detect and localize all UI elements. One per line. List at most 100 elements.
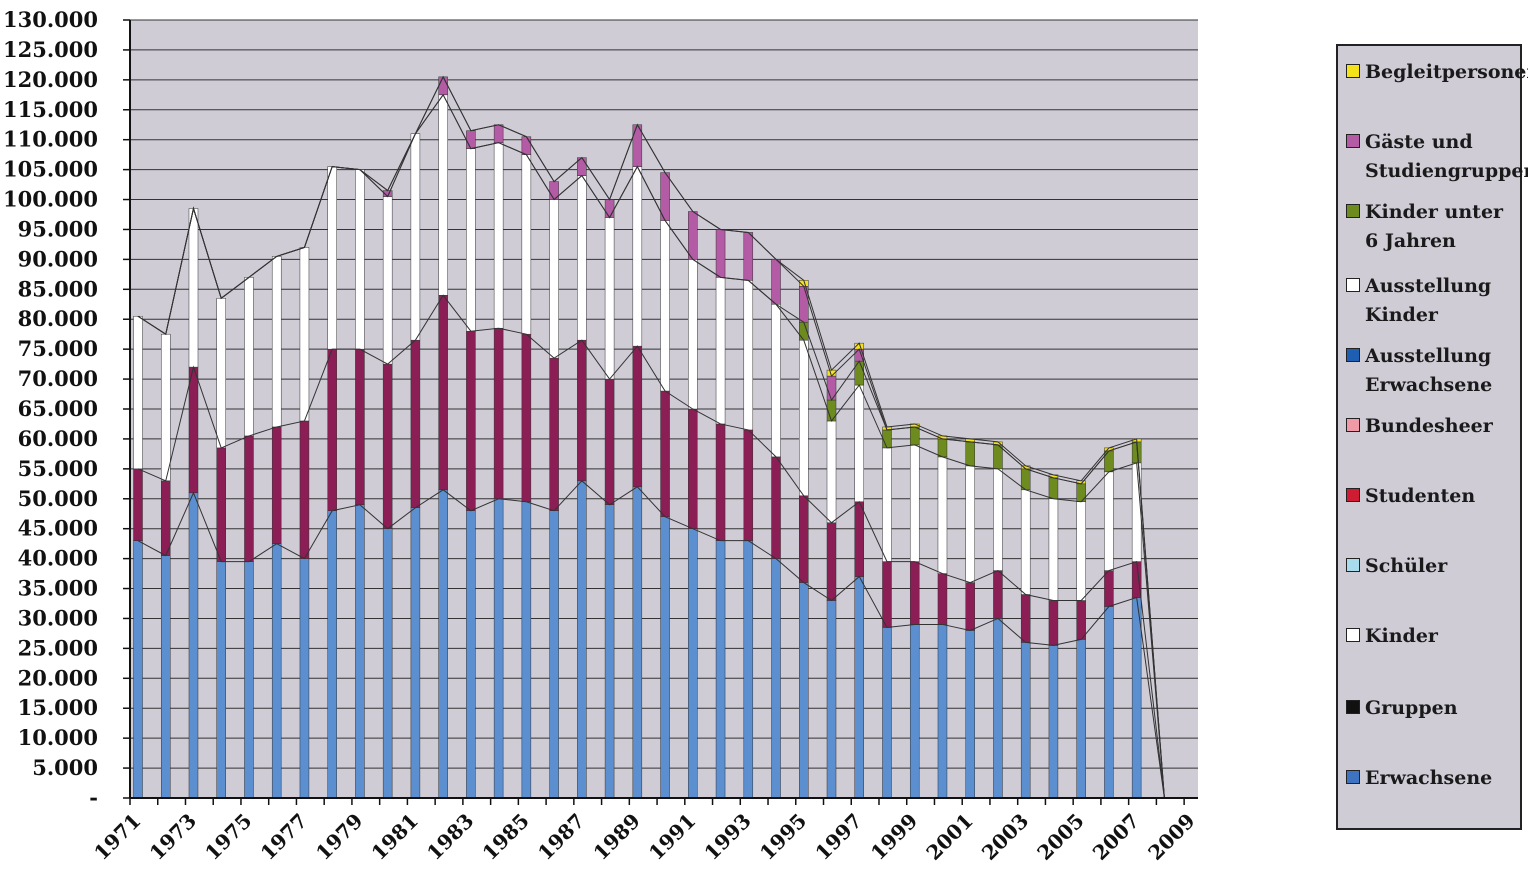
y-tick-label: 50.000 bbox=[18, 486, 98, 511]
bar-segment-ausstellung-kinder bbox=[133, 315, 143, 470]
x-tick-label: 1973 bbox=[145, 809, 201, 865]
y-tick-label: 65.000 bbox=[18, 396, 98, 421]
bar-segment-ausstellung-erwachsene bbox=[965, 582, 975, 631]
bar-segment-ausstellung-erwachsene bbox=[355, 348, 365, 506]
bar-segment-ausstellung-erwachsene bbox=[493, 327, 504, 500]
bar-segment-ausstellung-kinder bbox=[188, 208, 199, 368]
bar-segment-erwachsene bbox=[799, 582, 809, 799]
bar-segment-ausstellung-kinder bbox=[799, 339, 809, 497]
x-tick-label: 1995 bbox=[755, 809, 811, 865]
bar-segment-ausstellung-kinder bbox=[549, 199, 559, 359]
y-tick-label: 115.000 bbox=[3, 97, 98, 122]
bar-segment-ausstellung-erwachsene bbox=[466, 330, 476, 511]
bar-segment-ausstellung-kinder bbox=[244, 277, 254, 437]
y-tick-label: 60.000 bbox=[18, 426, 98, 451]
bar-segment-ausstellung-kinder bbox=[216, 298, 226, 449]
legend-item: Kinder bbox=[1346, 622, 1522, 651]
legend-item: Schüler bbox=[1346, 552, 1522, 581]
x-tick-label: 1989 bbox=[589, 809, 645, 865]
legend-swatch bbox=[1346, 700, 1360, 714]
bar-segment-ausstellung-erwachsene bbox=[715, 423, 726, 541]
bar-segment-ausstellung-kinder bbox=[1104, 471, 1114, 571]
bar-segment-ausstellung-erwachsene bbox=[1048, 600, 1059, 646]
bar-segment-erwachsene bbox=[604, 504, 615, 799]
bar-segment-ausstellung-kinder bbox=[882, 447, 892, 562]
bar-series bbox=[133, 75, 1193, 799]
bar-segment-kinder-unter-6-jahren bbox=[965, 441, 975, 467]
y-tick-label: 95.000 bbox=[18, 216, 98, 241]
legend-item: Studenten bbox=[1346, 482, 1522, 511]
bar-segment-ausstellung-erwachsene bbox=[327, 348, 337, 511]
series-top-line bbox=[137, 75, 1193, 799]
bar-segment-ausstellung-kinder bbox=[410, 133, 421, 341]
bar-segment-ausstellung-erwachsene bbox=[1076, 600, 1086, 640]
y-tick-label: 35.000 bbox=[18, 576, 98, 601]
bar-segment-erwachsene bbox=[410, 507, 421, 799]
y-tick-label: 125.000 bbox=[3, 37, 98, 62]
x-tick-label: 1985 bbox=[478, 809, 534, 865]
x-tick-label: 1981 bbox=[367, 809, 423, 865]
x-tick-label: 1979 bbox=[311, 809, 367, 865]
y-tick-label: - bbox=[89, 785, 98, 810]
y-tick-label: 130.000 bbox=[3, 7, 98, 32]
bar-segment-erwachsene bbox=[882, 627, 892, 799]
bar-segment-erwachsene bbox=[160, 555, 171, 799]
bar-segment-ausstellung-erwachsene bbox=[521, 333, 532, 503]
bar-segment-ausstellung-kinder bbox=[355, 169, 365, 350]
x-axis-tick-labels: 1971 1973 1975 1977 1979 1981 1983 1985 1987 1989… bbox=[89, 809, 1199, 865]
y-tick-label: 75.000 bbox=[18, 336, 98, 361]
bar-segment-ausstellung-erwachsene bbox=[826, 522, 837, 601]
bar-segment-ausstellung-erwachsene bbox=[882, 561, 892, 628]
bar-segment-erwachsene bbox=[327, 510, 337, 799]
bar-segment-ausstellung-kinder bbox=[715, 277, 726, 425]
bar-segment-erwachsene bbox=[909, 624, 920, 799]
bar-segment-ausstellung-kinder bbox=[521, 154, 532, 335]
bar-segment-ausstellung-kinder bbox=[1020, 489, 1031, 595]
bar-segment-ausstellung-erwachsene bbox=[216, 447, 226, 562]
bar-segment-g-ste-und-studiengruppen bbox=[493, 124, 504, 143]
bar-segment-ausstellung-kinder bbox=[493, 142, 504, 329]
x-tick-label: 2001 bbox=[921, 809, 977, 865]
bar-segment-g-ste-und-studiengruppen bbox=[743, 232, 754, 281]
bar-segment-ausstellung-erwachsene bbox=[438, 295, 448, 491]
legend-label: Kinder unter 6 Jahren bbox=[1365, 201, 1504, 252]
x-tick-label: 1971 bbox=[89, 809, 145, 865]
y-tick-label: 30.000 bbox=[18, 605, 98, 630]
bar-segment-ausstellung-kinder bbox=[937, 456, 948, 574]
bar-segment-ausstellung-kinder bbox=[688, 259, 698, 410]
legend-label: Ausstellung Erwachsene bbox=[1365, 345, 1493, 396]
bar-segment-ausstellung-erwachsene bbox=[577, 339, 587, 482]
bar-segment-erwachsene bbox=[493, 498, 504, 799]
bar-segment-ausstellung-erwachsene bbox=[632, 345, 643, 488]
bar-segment-kinder-unter-6-jahren bbox=[937, 438, 948, 458]
bar-segment-ausstellung-kinder bbox=[382, 196, 393, 365]
bar-segment-ausstellung-erwachsene bbox=[382, 363, 393, 529]
legend-label: Gruppen bbox=[1365, 697, 1458, 719]
y-tick-label: 90.000 bbox=[18, 246, 98, 271]
legend-item: Bundesheer bbox=[1346, 412, 1522, 441]
bar-segment-ausstellung-kinder bbox=[604, 217, 615, 380]
bar-segment-ausstellung-kinder bbox=[632, 166, 643, 347]
bar-segment-ausstellung-kinder bbox=[826, 420, 837, 523]
bar-segment-ausstellung-kinder bbox=[660, 220, 670, 392]
y-tick-label: 70.000 bbox=[18, 366, 98, 391]
bar-segment-ausstellung-kinder bbox=[299, 247, 310, 422]
bar-segment-erwachsene bbox=[244, 561, 254, 799]
legend-item: Begleitpersonen bbox=[1346, 58, 1528, 87]
bar-segment-erwachsene bbox=[688, 528, 698, 799]
bar-segment-erwachsene bbox=[466, 510, 476, 799]
bar-segment-kinder-unter-6-jahren bbox=[882, 429, 892, 449]
bar-segment-g-ste-und-studiengruppen bbox=[438, 76, 448, 96]
bar-segment-ausstellung-erwachsene bbox=[160, 480, 171, 556]
legend-swatch bbox=[1346, 278, 1360, 292]
legend-item: Ausstellung Kinder bbox=[1346, 272, 1522, 330]
bar-segment-kinder-unter-6-jahren bbox=[1048, 477, 1059, 500]
legend-item: Kinder unter 6 Jahren bbox=[1346, 198, 1522, 256]
legend-swatch bbox=[1346, 348, 1360, 362]
y-tick-label: 40.000 bbox=[18, 546, 98, 571]
bar-segment-kinder-unter-6-jahren bbox=[1020, 468, 1031, 491]
bar-segment-erwachsene bbox=[743, 540, 754, 799]
bar-segment-ausstellung-kinder bbox=[771, 304, 781, 458]
bar-segment-ausstellung-kinder bbox=[160, 333, 171, 482]
